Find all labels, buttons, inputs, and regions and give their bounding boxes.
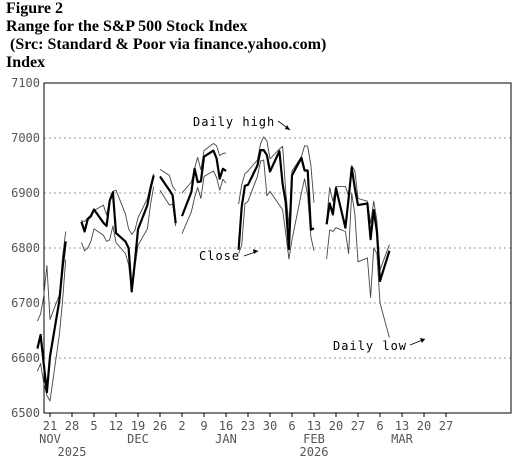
- x-month-label: NOV: [39, 432, 61, 446]
- x-tick-label: 13: [395, 419, 409, 433]
- annotation-daily-low-label: Daily low: [333, 339, 407, 353]
- series-lines: [36, 136, 391, 402]
- annotation-close: Close: [199, 249, 259, 263]
- chart-title: Range for the S&P 500 Stock Index: [6, 18, 248, 35]
- x-tick-label: 27: [351, 419, 365, 433]
- daily-high-line: [81, 173, 155, 235]
- close-line: [237, 149, 315, 251]
- x-tick-label: 20: [417, 419, 431, 433]
- y-tick-label: 6800: [11, 241, 40, 255]
- x-axis: 21 28 5 12 19 26 2 9 16 23 30 6 13 20 27 6 13 20 27 NOV DEC J…: [39, 413, 453, 459]
- daily-high-line: [181, 143, 227, 194]
- y-axis-label: Index: [6, 54, 46, 71]
- y-tick-label: 6900: [11, 186, 40, 200]
- plot-frame: [43, 82, 512, 414]
- chart-caption: Figure 2 Range for the S&P 500 Stock Inde…: [6, 0, 326, 72]
- y-axis: 6500 6600 6700 6800 6900 7000 7100: [11, 76, 40, 420]
- x-tick-label: 16: [219, 419, 233, 433]
- close-line: [325, 166, 391, 283]
- x-month-label: JAN: [215, 432, 237, 446]
- x-tick-label: 21: [43, 419, 57, 433]
- annotation-close-arrowhead: [253, 249, 258, 254]
- daily-low-line: [181, 170, 227, 234]
- x-month-label: MAR: [391, 432, 413, 446]
- close-line: [80, 175, 155, 293]
- x-tick-label: 12: [109, 419, 123, 433]
- x-month-label: FEB: [303, 432, 325, 446]
- x-tick-label: 20: [329, 419, 343, 433]
- x-tick-label: 30: [263, 419, 277, 433]
- annotation-daily-low-arrowhead: [420, 338, 425, 343]
- x-tick-label: 6: [376, 419, 383, 433]
- x-tick-label: 2: [178, 419, 185, 433]
- close-line: [180, 149, 227, 217]
- x-month-label: DEC: [127, 432, 149, 446]
- daily-high-line: [238, 136, 315, 227]
- x-tick-label: 5: [90, 419, 97, 433]
- annotation-daily-high-label: Daily high: [193, 115, 275, 129]
- x-tick-label: 9: [200, 419, 207, 433]
- x-year-label: 2026: [300, 445, 329, 459]
- annotation-daily-high: Daily high: [193, 115, 291, 131]
- daily-low-line: [36, 259, 67, 402]
- close-line: [36, 241, 67, 394]
- y-tick-label: 6600: [11, 351, 40, 365]
- x-tick-label: 13: [307, 419, 321, 433]
- grid-lines: [44, 137, 511, 359]
- figure-number: Figure 2: [6, 0, 64, 17]
- annotation-daily-high-arrowhead: [285, 125, 290, 130]
- daily-low-line: [238, 159, 315, 260]
- daily-low-line: [326, 192, 390, 338]
- x-tick-label: 6: [288, 419, 295, 433]
- annotation-close-label: Close: [199, 249, 240, 263]
- close-line: [159, 175, 177, 224]
- y-tick-label: 7100: [11, 76, 40, 90]
- x-tick-label: 27: [439, 419, 453, 433]
- x-tick-label: 19: [131, 419, 145, 433]
- annotation-daily-low: Daily low: [333, 338, 426, 353]
- x-tick-label: 28: [65, 419, 79, 433]
- y-tick-label: 6700: [11, 296, 40, 310]
- daily-low-line: [80, 186, 155, 293]
- chart-source: (Src: Standard & Poor via finance.yahoo.…: [6, 36, 327, 53]
- daily-high-line: [159, 169, 177, 192]
- x-year-label: 2025: [58, 445, 87, 459]
- daily-high-line: [326, 165, 390, 271]
- x-tick-label: 26: [153, 419, 167, 433]
- y-tick-label: 6500: [11, 406, 40, 420]
- x-tick-label: 23: [241, 419, 255, 433]
- y-tick-label: 7000: [11, 131, 40, 145]
